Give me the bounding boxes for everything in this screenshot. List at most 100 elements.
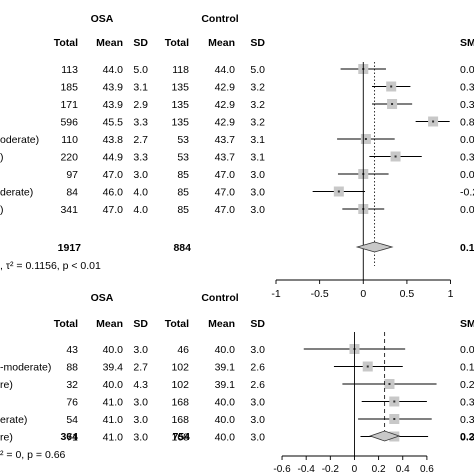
column-header: SD xyxy=(250,318,265,330)
cell-ctl-mean: 42.9 xyxy=(215,117,236,129)
point-estimate xyxy=(337,190,340,193)
study-label: derate) xyxy=(0,187,33,199)
smd-value: 0.0 xyxy=(460,134,474,146)
cell-osa-mean: 40.0 xyxy=(103,344,124,356)
smd-value: 0.3 xyxy=(460,414,474,426)
cell-ctl-mean: 44.0 xyxy=(215,64,236,76)
point-estimate xyxy=(390,85,393,88)
cell-ctl-mean: 42.9 xyxy=(215,99,236,111)
column-header: Total xyxy=(54,37,78,49)
cell-ctl-mean: 47.0 xyxy=(215,187,236,199)
cell-osa-sd: 4.3 xyxy=(133,379,148,391)
cell-osa-mean: 41.0 xyxy=(103,432,124,444)
cell-ctl-mean: 39.1 xyxy=(215,362,236,374)
total-smd: 0.1 xyxy=(460,242,474,254)
cell-ctl-sd: 3.0 xyxy=(250,397,265,409)
cell-ctl-sd: 3.0 xyxy=(250,169,265,181)
x-tick-label: -0.2 xyxy=(322,464,340,474)
cell-ctl-sd: 3.2 xyxy=(250,117,265,129)
total-osa: 364 xyxy=(60,431,78,443)
cell-ctl-sd: 3.0 xyxy=(250,432,265,444)
cell-osa-sd: 4.0 xyxy=(133,187,148,199)
column-header: Mean xyxy=(96,318,123,330)
cell-ctl-mean: 43.7 xyxy=(215,152,236,164)
point-estimate xyxy=(393,418,396,420)
smd-value: 0.3 xyxy=(460,99,474,111)
column-header: Total xyxy=(54,318,78,330)
cell-osa-total: 88 xyxy=(66,362,78,374)
cell-osa-mean: 46.0 xyxy=(103,187,124,199)
cell-osa-total: 43 xyxy=(66,344,78,356)
cell-ctl-total: 135 xyxy=(171,82,189,94)
cell-osa-total: 220 xyxy=(60,152,78,164)
cell-osa-sd: 4.0 xyxy=(133,204,148,216)
x-tick-label: 0 xyxy=(360,288,366,300)
cell-ctl-sd: 3.2 xyxy=(250,82,265,94)
point-estimate xyxy=(388,383,391,385)
cell-ctl-total: 53 xyxy=(177,152,189,164)
cell-ctl-sd: 2.6 xyxy=(250,362,265,374)
cell-ctl-total: 102 xyxy=(171,379,189,391)
cell-ctl-mean: 40.0 xyxy=(215,397,236,409)
study-label: re) xyxy=(0,379,13,391)
cell-osa-mean: 41.0 xyxy=(103,414,124,426)
cell-ctl-sd: 3.1 xyxy=(250,134,265,146)
group-header-osa: OSA xyxy=(91,292,114,304)
column-header: Total xyxy=(165,37,189,49)
pooled-diamond xyxy=(368,430,401,442)
column-header: SD xyxy=(133,37,148,49)
cell-ctl-total: 118 xyxy=(172,64,189,76)
heterogeneity-text: , τ² = 0.1156, p < 0.01 xyxy=(0,260,101,272)
smd-value: 0.0 xyxy=(460,204,474,216)
smd-value: -0.2 xyxy=(460,187,474,199)
smd-value: 0.0 xyxy=(460,344,474,356)
study-label: ) xyxy=(0,152,4,164)
cell-ctl-total: 168 xyxy=(171,414,189,426)
x-tick-label: 0.4 xyxy=(396,464,410,474)
cell-osa-total: 341 xyxy=(60,204,78,216)
cell-osa-total: 84 xyxy=(66,187,78,199)
smd-column-header: SM xyxy=(460,37,474,49)
smd-value: 0.8 xyxy=(460,117,474,129)
group-header-osa: OSA xyxy=(91,13,114,25)
cell-ctl-sd: 3.0 xyxy=(250,414,265,426)
column-header: Mean xyxy=(208,318,235,330)
cell-ctl-sd: 3.0 xyxy=(250,204,265,216)
cell-osa-sd: 3.1 xyxy=(133,82,148,94)
cell-osa-sd: 3.0 xyxy=(133,169,148,181)
study-label: oderate) xyxy=(0,134,39,146)
x-tick-label: 1 xyxy=(448,288,454,300)
group-header-control: Control xyxy=(201,13,238,25)
x-tick-label: 0.6 xyxy=(420,464,434,474)
total-control: 884 xyxy=(173,242,191,254)
x-tick-label: 0.5 xyxy=(400,288,415,300)
point-estimate xyxy=(432,120,435,123)
study-label: re) xyxy=(0,432,13,444)
pooled-diamond xyxy=(355,241,394,253)
x-tick-label: -0.5 xyxy=(311,288,329,300)
point-estimate xyxy=(364,138,367,140)
cell-ctl-sd: 2.6 xyxy=(250,379,265,391)
point-estimate xyxy=(391,103,394,105)
cell-ctl-mean: 47.0 xyxy=(215,169,236,181)
cell-osa-sd: 2.7 xyxy=(133,134,148,146)
cell-ctl-total: 46 xyxy=(177,344,189,356)
cell-osa-mean: 41.0 xyxy=(103,397,124,409)
cell-ctl-sd: 3.2 xyxy=(250,99,265,111)
cell-osa-total: 54 xyxy=(66,414,78,426)
smd-value: 0.3 xyxy=(460,432,474,444)
cell-osa-mean: 44.0 xyxy=(103,64,124,76)
cell-osa-sd: 3.0 xyxy=(133,432,148,444)
study-label: -moderate) xyxy=(0,362,51,374)
cell-ctl-sd: 5.0 xyxy=(250,64,265,76)
cell-osa-sd: 3.0 xyxy=(133,397,148,409)
column-header: Mean xyxy=(96,37,123,49)
cell-osa-sd: 5.0 xyxy=(133,64,148,76)
cell-osa-mean: 47.0 xyxy=(103,169,124,181)
cell-osa-sd: 2.9 xyxy=(133,99,148,111)
cell-osa-mean: 39.4 xyxy=(103,362,124,374)
cell-ctl-total: 85 xyxy=(177,204,189,216)
smd-value: 0.2 xyxy=(460,379,474,391)
column-header: SD xyxy=(133,318,148,330)
